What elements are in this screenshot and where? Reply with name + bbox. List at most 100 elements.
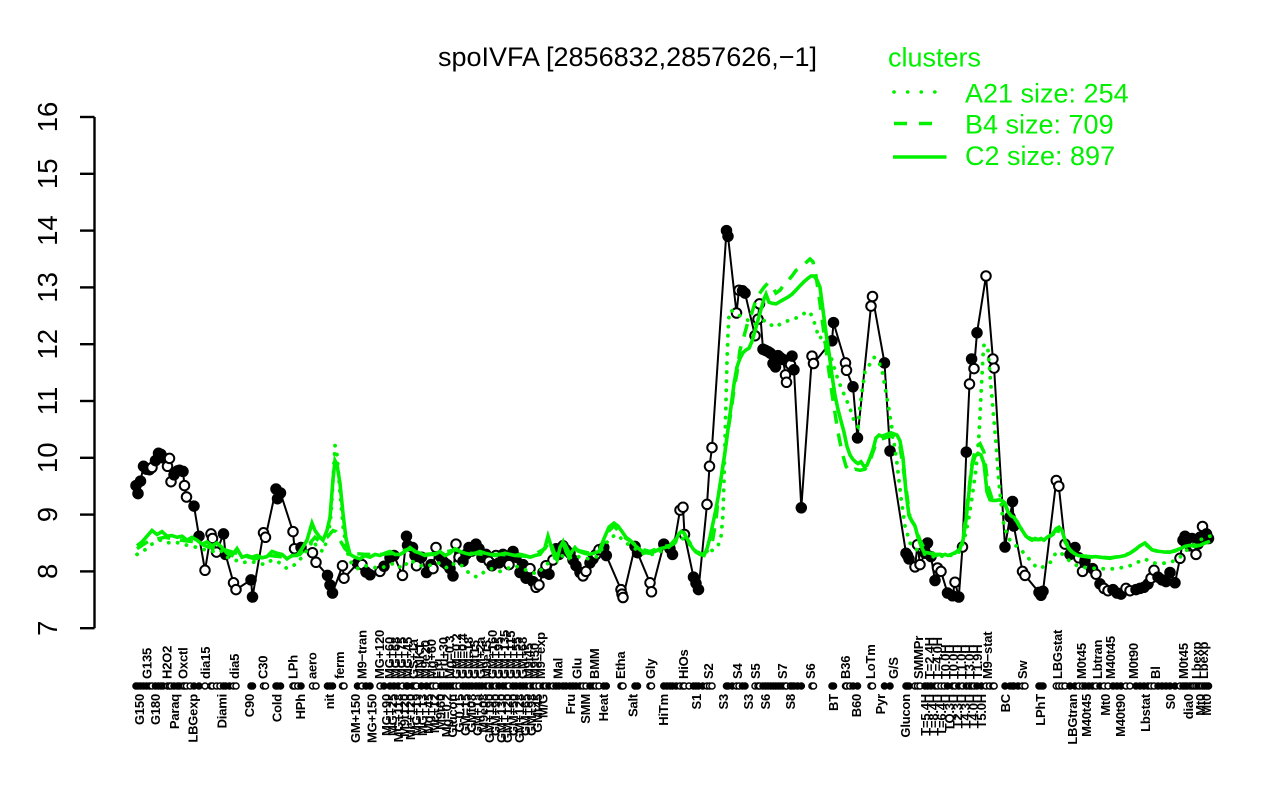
svg-text:Mt0: Mt0 xyxy=(1193,694,1208,716)
svg-text:S6: S6 xyxy=(758,694,773,710)
svg-text:M9−stat: M9−stat xyxy=(980,631,995,679)
svg-text:LPhT: LPhT xyxy=(1033,694,1048,726)
svg-text:Lbexp: Lbexp xyxy=(1196,641,1211,679)
svg-text:Paraq: Paraq xyxy=(167,694,182,729)
svg-text:Diami: Diami xyxy=(214,694,229,728)
svg-text:Pyr: Pyr xyxy=(873,694,888,715)
svg-text:13: 13 xyxy=(32,272,63,303)
svg-text:11: 11 xyxy=(32,387,63,416)
svg-text:S6: S6 xyxy=(803,663,818,679)
svg-text:S3: S3 xyxy=(741,694,756,710)
svg-text:S1: S1 xyxy=(689,694,704,710)
svg-text:BMM: BMM xyxy=(587,649,602,679)
svg-text:C30: C30 xyxy=(256,656,271,679)
svg-text:M0t45: M0t45 xyxy=(1074,643,1089,679)
svg-text:GMt15: GMt15 xyxy=(467,640,482,679)
svg-text:LBGtran: LBGtran xyxy=(1065,694,1080,745)
svg-text:TQ.3H: TQ.3H xyxy=(942,694,957,731)
svg-text:MG+150: MG+150 xyxy=(364,694,379,743)
svg-text:GM+50: GM+50 xyxy=(506,694,521,736)
svg-text:T1.9H: T1.9H xyxy=(970,645,985,679)
svg-text:aero: aero xyxy=(304,652,319,679)
svg-text:Etha: Etha xyxy=(613,651,628,679)
svg-text:MG+90: MG+90 xyxy=(379,694,394,736)
svg-text:Glucon: Glucon xyxy=(898,694,913,738)
svg-text:M40t90: M40t90 xyxy=(1113,694,1128,737)
svg-text:S0: S0 xyxy=(1163,694,1178,710)
svg-text:GM+65: GM+65 xyxy=(518,694,533,736)
svg-text:GM+90: GM+90 xyxy=(488,694,503,736)
svg-text:G150: G150 xyxy=(132,694,147,725)
svg-text:Heat: Heat xyxy=(596,693,611,721)
svg-text:Fru: Fru xyxy=(563,694,578,715)
svg-text:Lbtran: Lbtran xyxy=(1090,640,1105,680)
svg-text:10: 10 xyxy=(32,443,63,474)
svg-text:GMt45: GMt45 xyxy=(530,694,545,733)
svg-text:GM=15: GM=15 xyxy=(458,694,473,736)
svg-text:GM+135: GM+135 xyxy=(497,630,512,679)
svg-text:14: 14 xyxy=(32,215,63,246)
svg-text:7: 7 xyxy=(32,621,63,636)
svg-text:GM+160: GM+160 xyxy=(485,630,500,679)
svg-text:GM=18: GM=18 xyxy=(461,637,476,679)
svg-text:GM+98: GM+98 xyxy=(524,694,539,736)
svg-text:LoTm: LoTm xyxy=(863,644,878,679)
svg-text:clusters: clusters xyxy=(888,43,981,73)
svg-text:T0.0H: T0.0H xyxy=(938,645,953,679)
svg-text:GMt08: GMt08 xyxy=(464,694,479,733)
svg-text:Glucon: Glucon xyxy=(445,694,460,738)
svg-text:M0t90: M0t90 xyxy=(1126,643,1141,679)
svg-text:LBGstat: LBGstat xyxy=(1050,629,1065,679)
svg-text:LPh: LPh xyxy=(286,655,301,679)
svg-text:dia15: dia15 xyxy=(198,647,213,679)
svg-text:GM+190: GM+190 xyxy=(482,694,497,743)
svg-text:Glu: Glu xyxy=(569,658,584,679)
svg-text:M9t50: M9t50 xyxy=(527,643,542,679)
svg-text:S4: S4 xyxy=(730,663,745,679)
svg-text:dia0: dia0 xyxy=(1181,694,1196,719)
svg-text:T=8.4H: T=8.4H xyxy=(926,694,941,736)
svg-text:T=2.4H: T=2.4H xyxy=(922,637,937,679)
svg-text:M9−tran: M9−tran xyxy=(354,630,369,679)
svg-text:MG+13: MG+13 xyxy=(415,694,430,736)
svg-text:HPh: HPh xyxy=(293,694,308,720)
svg-text:G180: G180 xyxy=(148,694,163,725)
svg-text:GM+150: GM+150 xyxy=(348,694,363,743)
svg-text:SMMPr: SMMPr xyxy=(911,636,926,679)
svg-text:Sw: Sw xyxy=(1015,660,1030,679)
svg-text:spoIVFA [2856832,2857626,−1]: spoIVFA [2856832,2857626,−1] xyxy=(438,42,817,72)
svg-text:M40t45: M40t45 xyxy=(1079,694,1094,737)
svg-text:GM=0.4: GM=0.4 xyxy=(455,633,470,679)
svg-text:G/S: G/S xyxy=(886,657,901,679)
svg-text:BC: BC xyxy=(998,693,1013,712)
svg-text:15: 15 xyxy=(32,159,63,190)
svg-text:nit: nit xyxy=(322,693,337,709)
svg-text:T4.3H: T4.3H xyxy=(958,694,973,728)
svg-text:MNK1: MNK1 xyxy=(412,643,427,679)
svg-text:T=6.4H: T=6.4H xyxy=(934,694,949,736)
svg-text:M0t45: M0t45 xyxy=(1176,643,1191,679)
svg-text:T4.0H: T4.0H xyxy=(966,694,981,728)
svg-text:MG+118: MG+118 xyxy=(391,694,406,742)
svg-text:G-0.15: G-0.15 xyxy=(452,694,467,733)
svg-text:S3: S3 xyxy=(716,694,731,710)
svg-text:GM+128: GM+128 xyxy=(512,694,527,743)
svg-text:T=4.0H: T=4.0H xyxy=(930,637,945,679)
svg-text:12: 12 xyxy=(32,329,63,360)
svg-text:Me+120: Me+120 xyxy=(403,694,418,740)
svg-text:GM+1a: GM+1a xyxy=(470,693,485,736)
svg-text:B60: B60 xyxy=(849,694,864,717)
svg-text:Mg=0.2: Mg=0.2 xyxy=(439,694,454,737)
svg-text:S8: S8 xyxy=(783,694,798,710)
svg-text:Mt0: Mt0 xyxy=(1199,694,1214,716)
svg-text:16: 16 xyxy=(32,102,63,133)
svg-text:Mal: Mal xyxy=(551,658,566,679)
svg-text:M9t120: M9t120 xyxy=(397,694,412,737)
svg-text:GM+55: GM+55 xyxy=(509,637,524,679)
svg-text:BT: BT xyxy=(826,694,841,711)
svg-text:SMM: SMM xyxy=(578,694,593,724)
svg-text:T2.3H: T2.3H xyxy=(950,694,965,728)
svg-text:HiTm: HiTm xyxy=(656,694,671,726)
svg-text:M9t45: M9t45 xyxy=(521,643,536,679)
svg-text:S7: S7 xyxy=(775,663,790,679)
